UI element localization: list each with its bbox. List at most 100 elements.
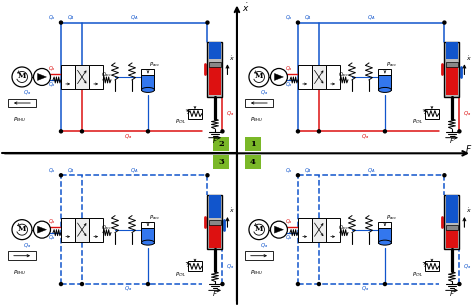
Text: $F$: $F$ <box>465 143 473 154</box>
Text: $\dot{x}$: $\dot{x}$ <box>229 207 236 215</box>
Text: $Q_A$: $Q_A$ <box>67 166 75 175</box>
Circle shape <box>249 67 269 87</box>
Polygon shape <box>274 73 283 80</box>
Circle shape <box>318 282 320 285</box>
Bar <box>209 42 221 59</box>
Bar <box>446 230 458 248</box>
Bar <box>378 75 392 90</box>
Ellipse shape <box>378 88 392 92</box>
Bar <box>75 65 89 89</box>
Bar <box>89 218 103 242</box>
Bar <box>298 65 312 89</box>
Circle shape <box>221 282 224 285</box>
Text: $P_{EHU}$: $P_{EHU}$ <box>250 115 264 124</box>
Bar <box>8 99 36 107</box>
Text: $Q_{acc}$: $Q_{acc}$ <box>338 71 350 79</box>
Bar <box>446 195 458 223</box>
Circle shape <box>60 174 63 177</box>
Bar <box>209 195 221 218</box>
Circle shape <box>206 21 209 24</box>
Circle shape <box>221 130 224 133</box>
Bar <box>378 228 392 243</box>
Circle shape <box>443 21 446 24</box>
Circle shape <box>383 282 386 285</box>
Text: $Q_a$: $Q_a$ <box>285 13 293 22</box>
Text: $Q_a$: $Q_a$ <box>361 285 369 293</box>
Text: $Q_a$: $Q_a$ <box>285 80 293 89</box>
Text: $Q_A$: $Q_A$ <box>367 166 375 175</box>
Text: $Q_a$: $Q_a$ <box>464 110 472 118</box>
Bar <box>312 218 326 242</box>
Bar <box>326 218 340 242</box>
Text: $Q_a$: $Q_a$ <box>227 262 235 271</box>
Text: $F$: $F$ <box>449 289 455 298</box>
Text: $Q_a$: $Q_a$ <box>227 110 235 118</box>
Polygon shape <box>37 226 46 233</box>
Text: $Q_{acc}$: $Q_{acc}$ <box>338 223 350 232</box>
Circle shape <box>296 130 300 133</box>
Text: 4: 4 <box>250 158 256 166</box>
Ellipse shape <box>141 88 155 92</box>
Circle shape <box>383 130 386 133</box>
Bar <box>446 62 458 67</box>
Text: M: M <box>255 225 263 233</box>
Bar <box>141 75 155 90</box>
Text: $Q_a$: $Q_a$ <box>48 80 56 89</box>
Bar <box>446 67 458 95</box>
Circle shape <box>12 220 32 240</box>
Bar <box>312 65 326 89</box>
Text: 3: 3 <box>218 158 224 166</box>
Text: $P_{CYL}$: $P_{CYL}$ <box>175 270 187 279</box>
Circle shape <box>296 282 300 285</box>
Text: $P_{EHU}$: $P_{EHU}$ <box>13 115 27 124</box>
Text: $Q_a$: $Q_a$ <box>464 262 472 271</box>
Text: $P_{EHU}$: $P_{EHU}$ <box>250 268 264 277</box>
Text: $\dot{x}$: $\dot{x}$ <box>466 207 472 215</box>
Text: $Q_a$: $Q_a$ <box>124 132 132 141</box>
Text: $Q_A$: $Q_A$ <box>130 13 138 22</box>
Text: $Q_A$: $Q_A$ <box>304 166 312 175</box>
Ellipse shape <box>141 240 155 245</box>
Text: $Q_a$: $Q_a$ <box>48 217 56 226</box>
Bar <box>8 251 36 260</box>
Circle shape <box>146 130 149 133</box>
Bar <box>61 218 75 242</box>
Bar <box>141 222 155 230</box>
Bar <box>245 251 273 260</box>
Bar <box>208 195 222 249</box>
Circle shape <box>318 130 320 133</box>
Text: $Q_A$: $Q_A$ <box>304 13 312 22</box>
Circle shape <box>458 130 461 133</box>
Text: $Q_a$: $Q_a$ <box>23 88 31 97</box>
Circle shape <box>81 282 83 285</box>
Text: $Q_a$: $Q_a$ <box>23 241 31 250</box>
Bar <box>425 261 439 271</box>
Text: $Q_a$: $Q_a$ <box>124 285 132 293</box>
Text: $Q_a$: $Q_a$ <box>285 65 293 73</box>
Bar <box>209 62 221 67</box>
Text: $Q_A$: $Q_A$ <box>367 13 375 22</box>
Text: $Q_A$: $Q_A$ <box>67 13 75 22</box>
Circle shape <box>60 130 63 133</box>
Bar <box>378 222 392 230</box>
Bar <box>298 218 312 242</box>
Text: $\dot{x}$: $\dot{x}$ <box>466 54 472 63</box>
Text: $P_{acc}$: $P_{acc}$ <box>386 213 397 222</box>
Bar <box>61 65 75 89</box>
Text: $F$: $F$ <box>212 289 218 298</box>
FancyBboxPatch shape <box>213 155 229 169</box>
Text: $P_{EHU}$: $P_{EHU}$ <box>13 268 27 277</box>
Text: $P_{acc}$: $P_{acc}$ <box>386 61 397 69</box>
Circle shape <box>146 282 149 285</box>
Polygon shape <box>274 226 283 233</box>
Text: $Q_a$: $Q_a$ <box>285 217 293 226</box>
Bar <box>89 65 103 89</box>
Text: $Q_a$: $Q_a$ <box>260 88 268 97</box>
Text: $Q_a$: $Q_a$ <box>361 132 369 141</box>
Text: $\dot{x}$: $\dot{x}$ <box>229 54 236 63</box>
Bar <box>326 65 340 89</box>
Text: $Q_a$: $Q_a$ <box>48 233 56 242</box>
Bar <box>445 195 459 249</box>
Bar <box>141 69 155 77</box>
Text: $P_{acc}$: $P_{acc}$ <box>149 213 160 222</box>
